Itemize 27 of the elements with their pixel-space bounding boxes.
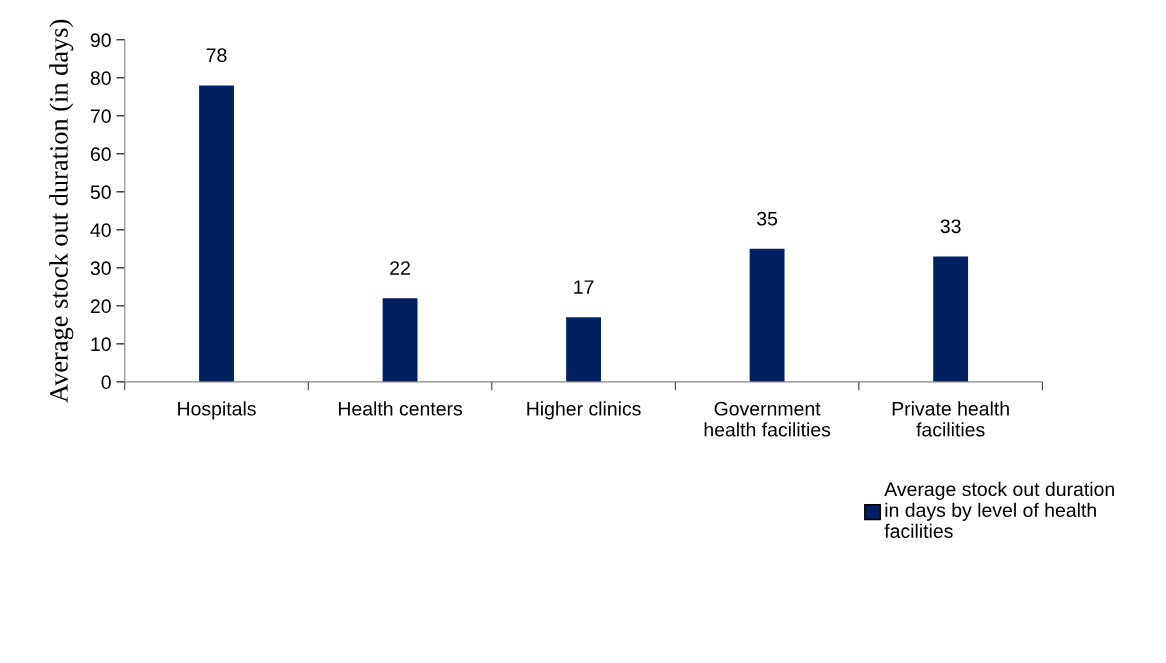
data-label: 78 — [206, 48, 227, 63]
y-tick-label: 40 — [90, 223, 111, 238]
legend-label: Average stock out duration in days by level of health facilities — [884, 481, 1114, 538]
y-tick-label: 0 — [101, 375, 111, 390]
bar — [382, 298, 418, 382]
data-label: 22 — [390, 261, 410, 275]
x-tick-label: Health centers — [338, 401, 463, 416]
y-tick-label: 20 — [90, 299, 111, 314]
bar — [199, 85, 234, 382]
bar — [933, 256, 969, 382]
y-tick-label: 10 — [91, 337, 111, 352]
y-tick-label: 80 — [90, 71, 111, 86]
data-label: 35 — [757, 211, 778, 226]
y-tick-label: 60 — [90, 147, 111, 162]
y-tick-label: 50 — [90, 185, 111, 200]
y-tick-label: 70 — [90, 109, 111, 124]
bar — [566, 317, 602, 382]
x-tick-label: Government health facilities — [704, 401, 831, 437]
y-tick-label: 90 — [90, 33, 111, 48]
data-label: 17 — [574, 280, 594, 294]
x-tick-label: Higher clinics — [527, 401, 641, 420]
x-tick-label: Hospitals — [178, 401, 256, 420]
y-tick-label: 30 — [90, 261, 111, 276]
x-tick-label: Private health facilities — [892, 401, 1009, 437]
y-axis-title: Average stock out duration (in days) — [49, 19, 74, 403]
bar — [749, 248, 785, 382]
data-label: 33 — [940, 219, 961, 234]
